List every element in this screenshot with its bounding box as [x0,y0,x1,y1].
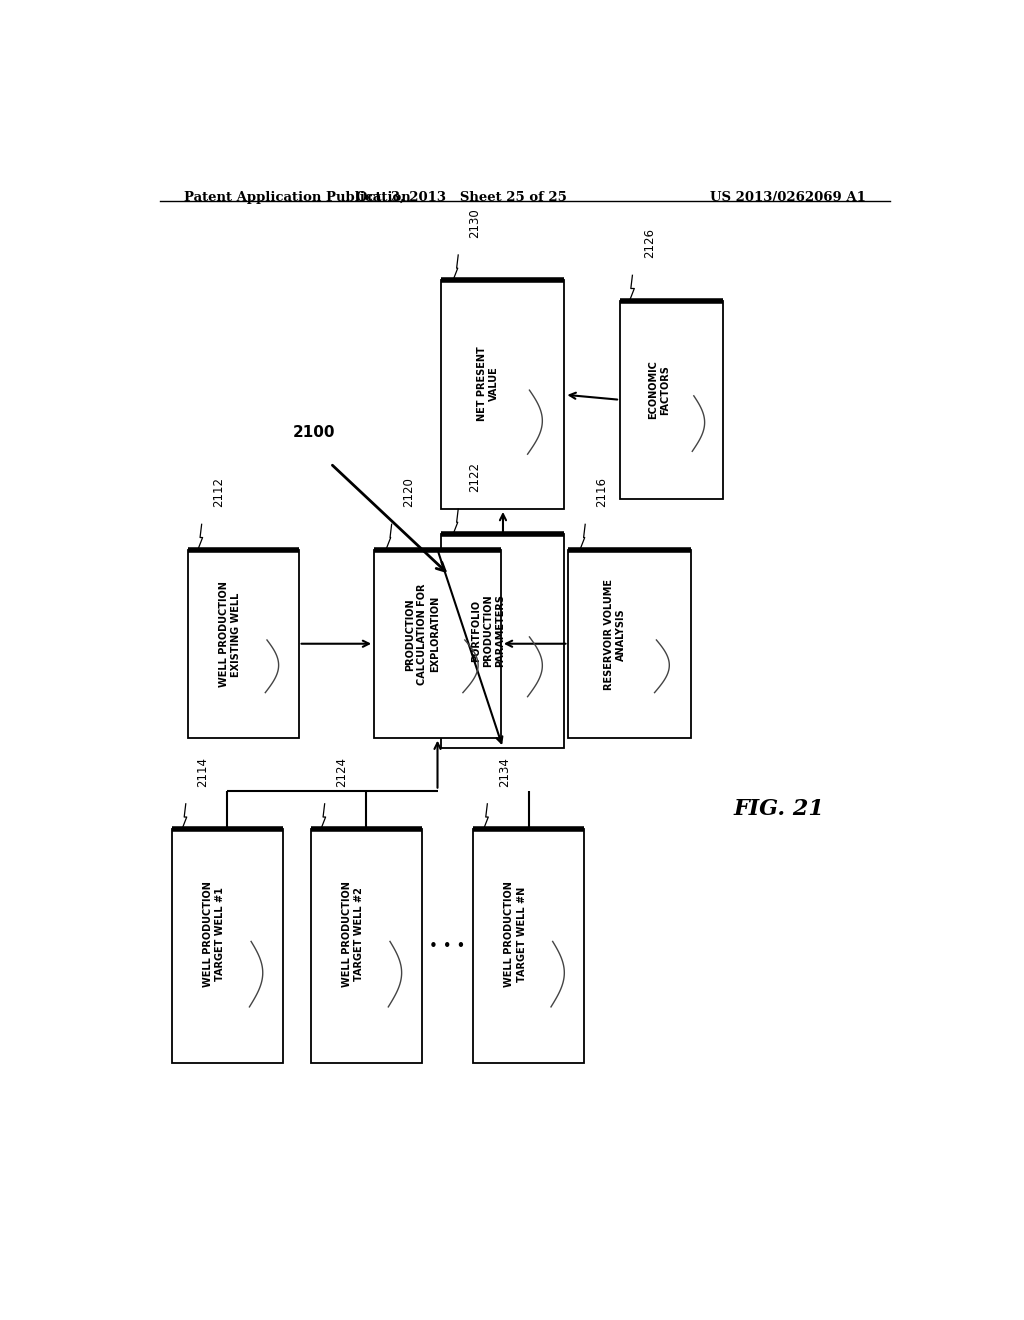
Text: WELL PRODUCTION
TARGET WELL #2: WELL PRODUCTION TARGET WELL #2 [342,882,364,987]
Text: Oct. 3, 2013   Sheet 25 of 25: Oct. 3, 2013 Sheet 25 of 25 [356,191,566,203]
Bar [172,829,283,1063]
Text: FIG. 21: FIG. 21 [733,797,824,820]
Text: 2122: 2122 [469,462,481,492]
Bar [441,280,564,510]
Text: • • •: • • • [429,939,466,953]
Text: 2100: 2100 [293,425,336,441]
Bar [310,829,422,1063]
Text: NET PRESENT
VALUE: NET PRESENT VALUE [477,346,500,421]
Text: 2114: 2114 [196,756,209,787]
Bar [187,549,299,738]
Text: WELL PRODUCTION
TARGET WELL #N: WELL PRODUCTION TARGET WELL #N [504,882,526,987]
Text: ECONOMIC
FACTORS: ECONOMIC FACTORS [648,360,671,420]
Text: WELL PRODUCTION
TARGET WELL #1: WELL PRODUCTION TARGET WELL #1 [203,882,225,987]
Text: WELL PRODUCTION
EXISTING WELL: WELL PRODUCTION EXISTING WELL [218,581,241,688]
Bar [620,301,723,499]
Text: 2116: 2116 [596,477,608,507]
Text: PORTFOLIO
PRODUCTION
PARAMETERS: PORTFOLIO PRODUCTION PARAMETERS [471,594,506,667]
Text: 2112: 2112 [212,477,225,507]
Bar [441,535,564,748]
Text: RESERVOIR VOLUME
ANALYSIS: RESERVOIR VOLUME ANALYSIS [604,579,627,690]
Text: 2134: 2134 [498,756,511,787]
Text: US 2013/0262069 A1: US 2013/0262069 A1 [711,191,866,203]
Bar [374,549,501,738]
Text: 2124: 2124 [335,756,348,787]
Bar [473,829,585,1063]
Text: Patent Application Publication: Patent Application Publication [183,191,411,203]
Text: PRODUCTION
CALCULATION FOR
EXPLORATION: PRODUCTION CALCULATION FOR EXPLORATION [404,583,439,685]
Text: 2126: 2126 [643,228,655,257]
Text: 2120: 2120 [402,477,415,507]
Text: 2130: 2130 [469,209,481,238]
Bar [568,549,691,738]
